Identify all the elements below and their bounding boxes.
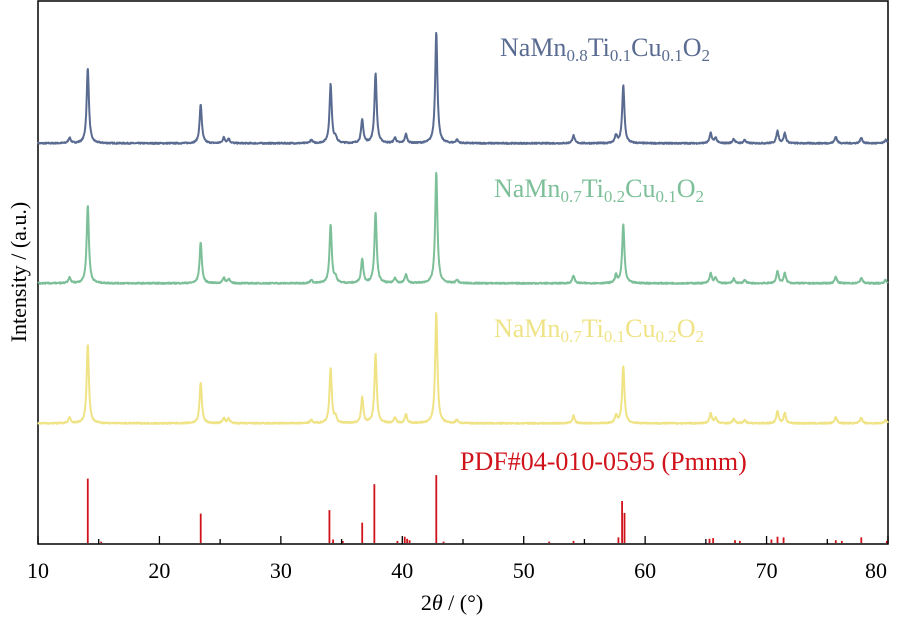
y-axis-label: Intensity / (a.u.): [6, 202, 31, 343]
x-tick-label: 30: [270, 558, 292, 583]
series-labels: NaMn0.8Ti0.1Cu0.1O2 NaMn0.7Ti0.2Cu0.1O2 Na…: [460, 33, 747, 476]
x-tick-label: 50: [513, 558, 535, 583]
x-tick-label: 10: [27, 558, 49, 583]
x-axis-label-unit: / (°): [443, 590, 484, 615]
trace-2: [37, 171, 889, 285]
series-label-3: NaMn0.7Ti0.1Cu0.2O2: [494, 314, 704, 346]
x-axis-ticks: 10 20 30 40 50 60 70 80: [27, 536, 889, 583]
x-tick-label: 80: [865, 558, 887, 583]
x-tick-label: 70: [756, 558, 778, 583]
series-label-1: NaMn0.8Ti0.1Cu0.1O2: [500, 33, 710, 65]
x-axis-label-prefix: 2: [421, 590, 432, 615]
x-tick-label: 60: [634, 558, 656, 583]
trace-3: [37, 312, 889, 425]
x-tick-label: 40: [391, 558, 413, 583]
trace-1: [37, 31, 889, 145]
series-label-2: NaMn0.7Ti0.2Cu0.1O2: [494, 174, 704, 206]
x-axis-label: 2θ / (°): [421, 590, 483, 615]
x-tick-label: 20: [148, 558, 170, 583]
reference-pattern: [86, 475, 888, 543]
reference-label: PDF#04-010-0595 (Pmnm): [460, 447, 747, 476]
diffraction-traces: [37, 31, 889, 425]
x-axis-label-variable: θ: [432, 590, 443, 615]
